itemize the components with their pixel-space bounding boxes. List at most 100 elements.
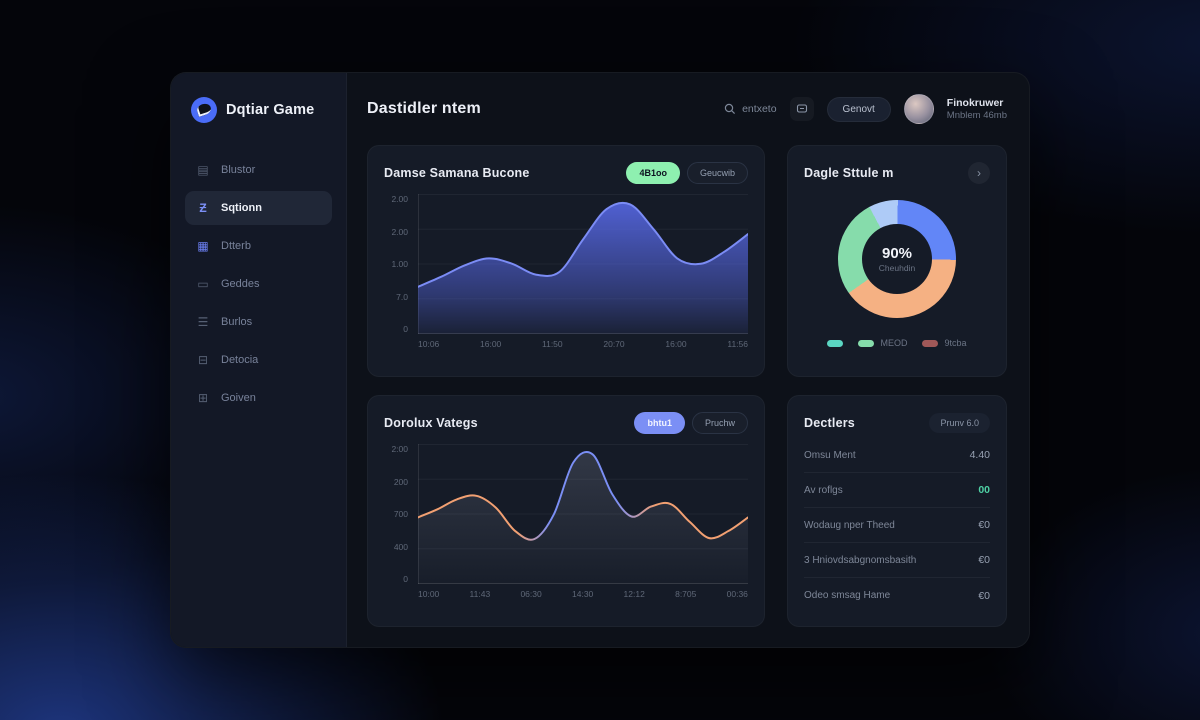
message-button[interactable] — [789, 97, 814, 121]
legend-item — [827, 339, 844, 347]
logo: Dqtiar Game — [185, 97, 332, 123]
x-tick: 00:36 — [726, 589, 748, 599]
stat-row: 3 Hniovdsabgnomsbasith €0 — [804, 543, 990, 578]
topbar-actions: entxeto Genovt Finokruwer Mnblem 46mb — [724, 94, 1007, 124]
x-tick: 11:43 — [469, 589, 491, 599]
sidebar-item-label: Burlos — [221, 316, 253, 328]
legend-item: MEOD — [858, 338, 907, 348]
message-icon — [796, 104, 807, 113]
y-tick: 2.00 — [391, 194, 408, 204]
x-tick: 10:00 — [418, 589, 440, 599]
stat-label: 3 Hniovdsabgnomsbasith — [804, 554, 917, 566]
user-name: Finokruwer — [946, 96, 1004, 109]
legend-label: 9tcba — [944, 338, 967, 348]
x-tick: 16:00 — [665, 339, 687, 349]
stat-row: Wodaug nper Theed €0 — [804, 508, 990, 543]
stats-card-badge[interactable]: Prunv 6.0 — [929, 413, 990, 433]
cards-grid: Damse Samana Bucone 4B1oo Geucwib 2.00 2.… — [367, 145, 1007, 627]
x-tick: 11:50 — [542, 339, 563, 349]
sidebar-item-blustor[interactable]: ▤ Blustor — [185, 153, 332, 187]
logo-text: Dqtiar Game — [226, 102, 315, 118]
stat-label: Wodaug nper Theed — [804, 519, 895, 531]
line-chart-card: Dorolux Vategs bhtu1 Pruchw 2:00 200 700 40… — [367, 395, 765, 627]
logo-icon — [191, 97, 217, 123]
x-tick: 8:705 — [675, 589, 697, 599]
area-chart-card: Damse Samana Bucone 4B1oo Geucwib 2.00 2.… — [367, 145, 765, 377]
y-tick: 200 — [393, 476, 408, 487]
x-tick: 16:00 — [480, 339, 502, 349]
search-icon — [724, 103, 736, 115]
user-block: Finokruwer Mnblem 46mb — [947, 97, 1007, 122]
stats-card-title: Dectlers — [804, 416, 855, 430]
chevron-right-icon: › — [977, 166, 981, 180]
legend-item: 9tcba — [922, 338, 967, 348]
database-icon: ⊟ — [197, 353, 209, 367]
donut-chart: 90% Cheuhdin — [838, 200, 956, 318]
y-tick: 0 — [403, 324, 408, 334]
sidebar-item-detocia[interactable]: ⊟ Detocia — [185, 343, 332, 377]
donut-center: 90% Cheuhdin — [838, 200, 956, 318]
line-chart — [418, 444, 748, 584]
y-tick: 7.0 — [396, 291, 408, 302]
sidebar-item-sqtionn[interactable]: Ƶ Sqtionn — [185, 191, 332, 225]
area-card-primary-badge[interactable]: 4B1oo — [626, 162, 680, 184]
y-tick: 2:00 — [391, 444, 408, 454]
sidebar-item-label: Dtterb — [221, 240, 251, 252]
user-meta: Mnblem 46mb — [946, 109, 1007, 121]
avatar[interactable] — [903, 94, 934, 124]
stat-value: €0 — [978, 554, 990, 566]
search-text: entxeto — [742, 103, 777, 115]
sigma-icon: Ƶ — [199, 201, 207, 215]
stat-row: Odeo smsag Hame €0 — [804, 578, 990, 613]
stat-value: €0 — [978, 589, 990, 602]
sidebar-item-label: Detocia — [221, 354, 259, 366]
area-chart-x-axis: 10:06 16:00 11:50 20:70 16:00 11:56 — [384, 339, 748, 349]
grid-icon: ▦ — [197, 239, 209, 253]
stats-card: Dectlers Prunv 6.0 Omsu Ment 4.40 Av roflg… — [787, 395, 1007, 627]
line-card-title: Dorolux Vategs — [384, 416, 478, 430]
stats-list: Omsu Ment 4.40 Av roflgs 00 Wodaug nper Thee… — [804, 438, 990, 613]
y-tick: 0 — [403, 574, 408, 584]
area-chart — [418, 194, 748, 334]
area-chart-y-axis: 2.00 2.00 1.00 7.0 0 — [384, 194, 410, 334]
search-control[interactable]: entxeto — [724, 103, 777, 115]
doc-icon: ▭ — [197, 277, 209, 291]
donut-hole — [862, 224, 932, 294]
sidebar-item-label: Geddes — [221, 278, 260, 290]
line-card-primary-badge[interactable]: bhtu1 — [634, 412, 685, 434]
sidebar-nav: ▤ Blustor Ƶ Sqtionn ▦ Dtterb ▭ Geddes ☰ Burlos ⊟ De… — [185, 153, 332, 415]
line-chart-x-axis: 10:00 11:43 06:30 14:30 12:12 8:705 00:36 — [384, 589, 748, 599]
donut-legend: MEOD 9tcba — [804, 338, 990, 348]
x-tick: 14:30 — [572, 589, 594, 599]
donut-center-label: Cheuhdin — [878, 263, 916, 273]
x-tick: 12:12 — [623, 589, 645, 599]
x-tick: 10:06 — [418, 339, 440, 349]
y-tick: 400 — [393, 541, 408, 552]
sidebar-item-label: Sqtionn — [221, 202, 262, 214]
donut-chart-card: Dagle Sttule m › 90% Cheuhdin MEOD 9tcba — [787, 145, 1007, 377]
stat-value: 4.40 — [969, 449, 990, 461]
sidebar-item-burlos[interactable]: ☰ Burlos — [185, 305, 332, 339]
donut-center-value: 90% — [881, 245, 913, 262]
action-button[interactable]: Genovt — [826, 96, 891, 122]
area-card-title: Damse Samana Bucone — [384, 166, 530, 180]
main-content: Dastidler ntem entxeto Genovt — [347, 73, 1029, 647]
sidebar: Dqtiar Game ▤ Blustor Ƶ Sqtionn ▦ Dtterb ▭ Gedd… — [171, 73, 347, 647]
sidebar-item-label: Goiven — [221, 392, 256, 404]
list-icon: ☰ — [197, 315, 209, 329]
sidebar-item-geddes[interactable]: ▭ Geddes — [185, 267, 332, 301]
line-card-secondary-badge[interactable]: Pruchw — [691, 412, 748, 434]
layers-icon: ▤ — [197, 163, 209, 177]
sidebar-item-goiven[interactable]: ⊞ Goiven — [185, 381, 332, 415]
stat-label: Odeo smsag Hame — [804, 590, 891, 601]
card-next-button[interactable]: › — [968, 162, 990, 184]
stat-label: Av roflgs — [804, 484, 843, 496]
stat-row: Omsu Ment 4.40 — [804, 438, 990, 473]
x-tick: 06:30 — [520, 589, 542, 599]
sidebar-item-dtterb[interactable]: ▦ Dtterb — [185, 229, 332, 263]
y-tick: 700 — [393, 509, 408, 519]
sidebar-item-label: Blustor — [221, 164, 256, 176]
legend-swatch — [858, 339, 875, 347]
topbar: Dastidler ntem entxeto Genovt — [367, 89, 1007, 129]
area-card-secondary-badge[interactable]: Geucwib — [686, 162, 748, 184]
